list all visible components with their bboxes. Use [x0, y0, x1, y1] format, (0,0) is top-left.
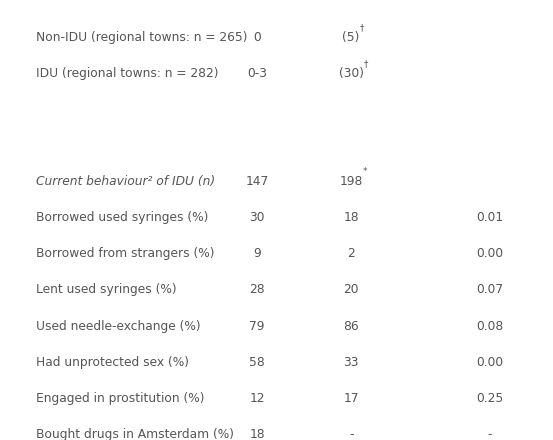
Text: -: -	[487, 428, 492, 440]
Text: 0.00: 0.00	[476, 356, 503, 369]
Text: 2: 2	[347, 247, 355, 260]
Text: 12: 12	[249, 392, 265, 405]
Text: Engaged in prostitution (%): Engaged in prostitution (%)	[36, 392, 205, 405]
Text: 58: 58	[249, 356, 265, 369]
Text: *: *	[363, 167, 367, 176]
Text: †: †	[360, 23, 364, 32]
Text: (5): (5)	[342, 31, 360, 44]
Text: 0.01: 0.01	[476, 211, 503, 224]
Text: Bought drugs in Amsterdam (%): Bought drugs in Amsterdam (%)	[36, 428, 234, 440]
Text: 0.00: 0.00	[476, 247, 503, 260]
Text: 198: 198	[340, 175, 363, 188]
Text: Used needle-exchange (%): Used needle-exchange (%)	[36, 319, 201, 333]
Text: 33: 33	[343, 356, 359, 369]
Text: 0.25: 0.25	[476, 392, 503, 405]
Text: Had unprotected sex (%): Had unprotected sex (%)	[36, 356, 189, 369]
Text: 147: 147	[246, 175, 269, 188]
Text: IDU (regional towns: n = 282): IDU (regional towns: n = 282)	[36, 67, 218, 80]
Text: 17: 17	[343, 392, 359, 405]
Text: 79: 79	[249, 319, 265, 333]
Text: 0-3: 0-3	[247, 67, 267, 80]
Text: 86: 86	[343, 319, 359, 333]
Text: 28: 28	[249, 283, 265, 297]
Text: Lent used syringes (%): Lent used syringes (%)	[36, 283, 176, 297]
Text: Borrowed from strangers (%): Borrowed from strangers (%)	[36, 247, 215, 260]
Text: -: -	[349, 428, 353, 440]
Text: (30): (30)	[338, 67, 364, 80]
Text: Borrowed used syringes (%): Borrowed used syringes (%)	[36, 211, 208, 224]
Text: †: †	[364, 59, 368, 68]
Text: 30: 30	[249, 211, 265, 224]
Text: 0.08: 0.08	[476, 319, 503, 333]
Text: Non-IDU (regional towns: n = 265): Non-IDU (regional towns: n = 265)	[36, 31, 247, 44]
Text: 18: 18	[343, 211, 359, 224]
Text: 0.07: 0.07	[476, 283, 503, 297]
Text: 9: 9	[253, 247, 261, 260]
Text: 20: 20	[343, 283, 359, 297]
Text: 0: 0	[253, 31, 261, 44]
Text: 18: 18	[249, 428, 265, 440]
Text: Current behaviour² of IDU (n): Current behaviour² of IDU (n)	[36, 175, 215, 188]
